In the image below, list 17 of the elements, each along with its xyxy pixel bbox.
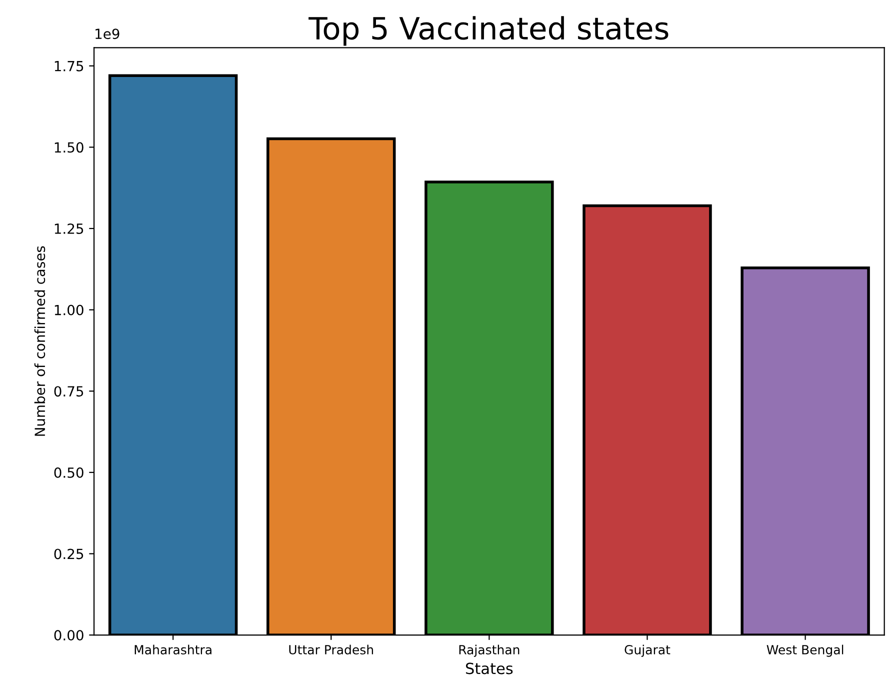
y-tick-label: 1.75 bbox=[54, 61, 84, 72]
y-tick-label: 1.50 bbox=[54, 142, 84, 153]
y-tick-label: 0.25 bbox=[54, 548, 84, 560]
x-tick-label: Rajasthan bbox=[459, 644, 520, 657]
x-tick-label: Uttar Pradesh bbox=[289, 644, 374, 654]
y-tick-label: 0.00 bbox=[54, 630, 84, 641]
text: 1e9 bbox=[96, 28, 120, 40]
y-tick-label: 0.50 bbox=[54, 467, 84, 478]
y-axis-title: Number of confirmed cases bbox=[34, 246, 46, 436]
x-axis-title: States bbox=[466, 662, 513, 674]
x-tick-label: Maharashtra bbox=[134, 644, 212, 654]
x-tick-label: West Bengal bbox=[766, 644, 844, 657]
y-tick-label: 0.75 bbox=[54, 386, 84, 397]
chart-title: Top 5 Vaccinated states bbox=[308, 16, 668, 46]
x-tick-label: Gujarat bbox=[624, 644, 670, 657]
y-tick-label: 1.25 bbox=[54, 223, 84, 234]
y-tick-label: 1.00 bbox=[54, 304, 84, 316]
